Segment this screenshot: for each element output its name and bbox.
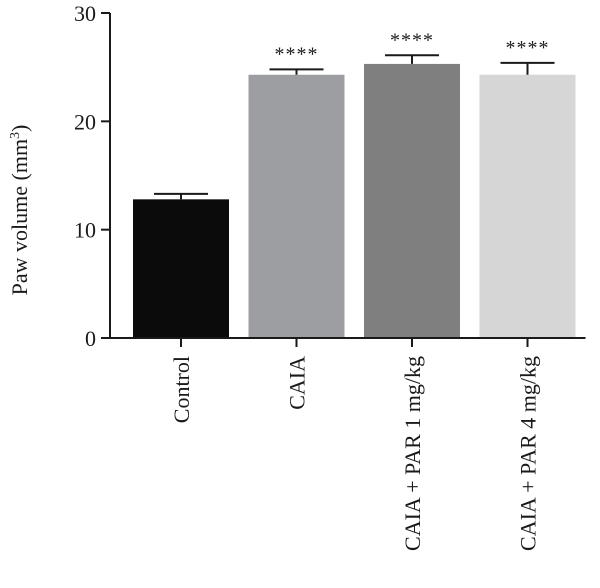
bars-group: **** **** **** (133, 29, 576, 339)
bar (479, 74, 576, 338)
y-tick-label: 20 (74, 109, 96, 134)
x-tick-label: CAIA (285, 356, 310, 410)
y-axis-title-close: ) (7, 125, 32, 132)
y-axis-title-superscript: 3 (8, 132, 23, 139)
significance-label: **** (275, 43, 319, 65)
bar (364, 63, 460, 339)
x-tick-label: CAIA + PAR 4 mg/kg (516, 356, 541, 551)
y-axis: 0 10 20 30 (74, 1, 111, 351)
y-tick-label: 30 (74, 1, 96, 26)
y-tick-label: 10 (74, 218, 96, 243)
significance-label: **** (506, 37, 550, 59)
significance-label: **** (390, 29, 434, 51)
bar (133, 199, 229, 338)
x-tick-label: Control (169, 356, 194, 423)
x-axis: Control CAIA CAIA + PAR 1 mg/kg CAIA + PAR … (110, 337, 586, 551)
x-tick-label: CAIA + PAR 1 mg/kg (400, 356, 425, 551)
y-tick-label: 0 (85, 326, 96, 351)
y-axis-title-text: Paw volume (mm (7, 139, 32, 295)
bar (248, 74, 345, 338)
y-axis-title: Paw volume (mm3) (7, 125, 32, 296)
